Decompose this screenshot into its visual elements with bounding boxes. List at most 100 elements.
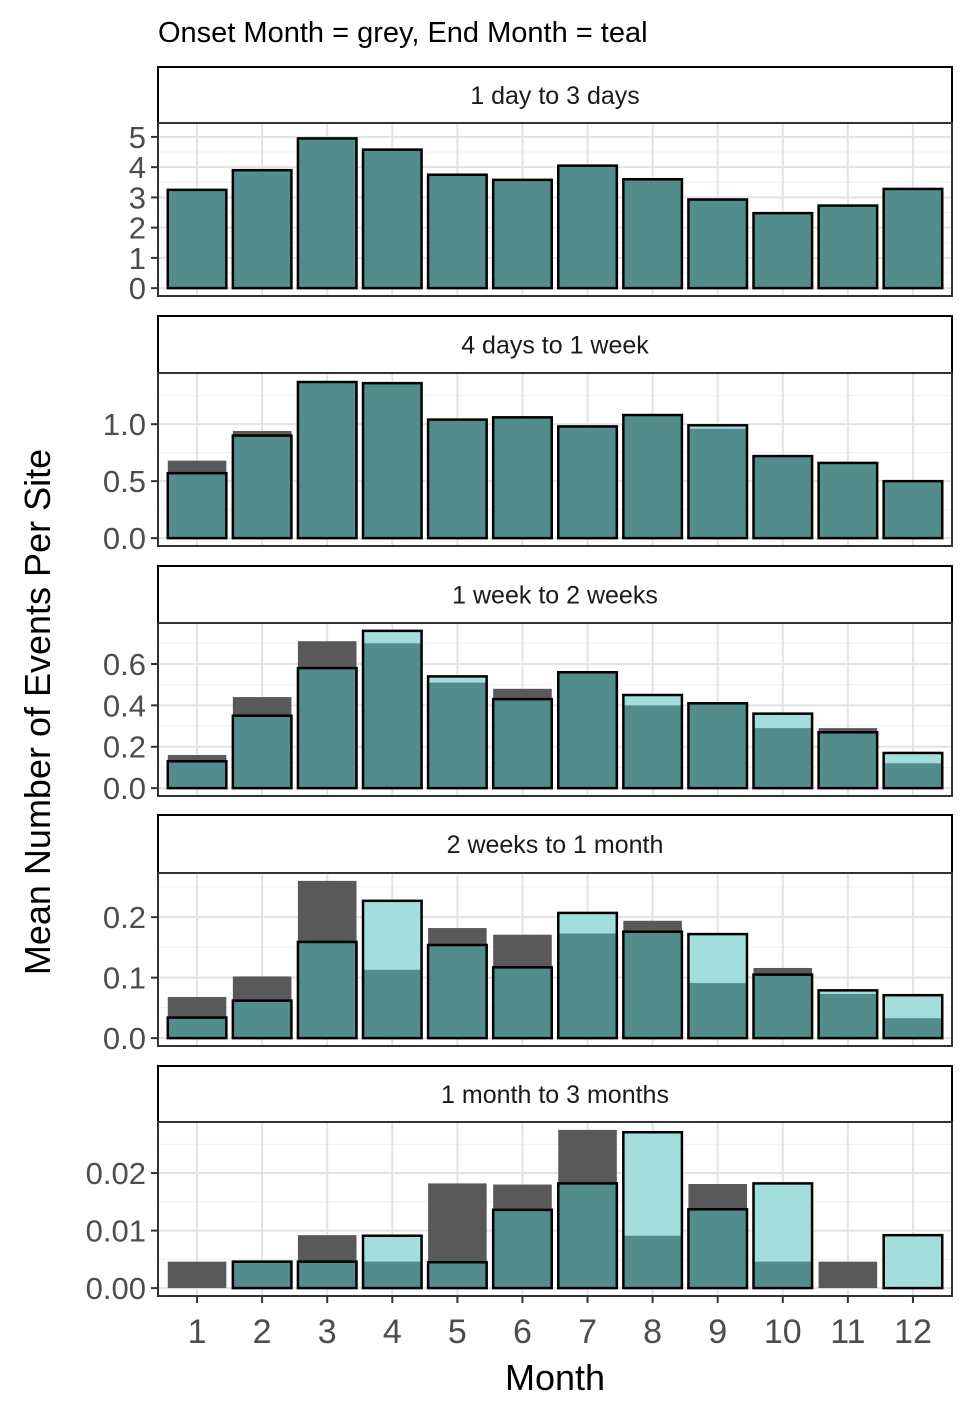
overlap-bar (818, 462, 878, 539)
overlap-bar (623, 705, 682, 789)
end-bar (491, 697, 553, 790)
overlap-bar (883, 482, 943, 539)
overlap-bar (883, 1018, 943, 1039)
end-bar (361, 381, 423, 540)
overlap-bar (493, 699, 552, 789)
end-bar (166, 1016, 228, 1040)
overlap-bar (167, 761, 227, 789)
end-bar (817, 204, 879, 290)
overlap-bar (623, 1235, 682, 1289)
panel-border (157, 622, 953, 797)
end-bar (426, 418, 488, 540)
y-tick-label: 0.2 (103, 730, 146, 765)
panel-border (157, 122, 953, 297)
overlap-bar (753, 728, 813, 789)
end-bar (752, 454, 814, 540)
x-tick-label: 1 (188, 1313, 207, 1351)
overlap-bar (167, 1017, 227, 1039)
end-bar (296, 940, 358, 1040)
facet-strip (157, 1065, 953, 1123)
x-tick-label: 10 (764, 1313, 802, 1351)
x-tick-label: 7 (578, 1313, 597, 1351)
end-bar (817, 731, 879, 790)
y-tick-label: 4 (129, 150, 146, 185)
end-bar (622, 930, 684, 1040)
end-bar (361, 1234, 423, 1290)
end-bar (557, 671, 619, 790)
overlap-bar (363, 969, 422, 1039)
overlap-bar (428, 174, 487, 289)
end-bar (752, 973, 814, 1040)
y-tick-label: 0.1 (103, 961, 146, 996)
overlap-bar (558, 165, 617, 289)
y-tick-label: 0.0 (103, 771, 146, 806)
overlap-bar (818, 993, 878, 1039)
end-bar (882, 1233, 944, 1290)
x-tick-label: 4 (383, 1313, 402, 1351)
panel-border (157, 1121, 953, 1297)
end-bar (296, 666, 358, 790)
end-bar (426, 1260, 488, 1290)
end-bar (622, 693, 684, 790)
overlap-bar (688, 703, 747, 789)
facet-strip (157, 66, 953, 124)
end-bar (687, 702, 749, 790)
facet-strip (157, 565, 953, 624)
end-bar (231, 999, 293, 1040)
end-bar (622, 178, 684, 290)
x-tick-label: 12 (894, 1313, 932, 1351)
end-bar (166, 471, 228, 540)
facet-strip-label: 1 month to 3 months (441, 1081, 669, 1109)
end-bar (817, 461, 879, 540)
overlap-bar (232, 715, 292, 789)
overlap-bar (297, 1261, 357, 1289)
overlap-bar (363, 149, 422, 289)
end-bar (361, 629, 423, 790)
overlap-bar (232, 1000, 292, 1039)
overlap-bar (428, 1262, 487, 1289)
end-bar (166, 759, 228, 790)
end-bar (166, 188, 228, 290)
overlap-bar (623, 931, 682, 1039)
y-tick-label: 0.00 (86, 1271, 146, 1306)
end-bar (296, 1260, 358, 1290)
overlap-bar (558, 426, 617, 539)
end-bar (231, 714, 293, 790)
overlap-bar (232, 435, 292, 539)
chart-subtitle: Onset Month = grey, End Month = teal (158, 17, 648, 49)
facet-strip (157, 315, 953, 374)
end-bar (491, 178, 553, 290)
overlap-bar (818, 205, 878, 289)
facet-strip-label: 4 days to 1 week (461, 332, 649, 360)
end-bar (687, 198, 749, 290)
overlap-bar (753, 457, 813, 539)
end-bar (622, 413, 684, 540)
y-tick-label: 0 (129, 271, 146, 306)
y-tick-label: 0.2 (103, 900, 146, 935)
overlap-bar (297, 941, 357, 1039)
overlap-bar (558, 933, 617, 1039)
facet-strip-label: 1 week to 2 weeks (452, 582, 658, 610)
overlap-bar (297, 138, 357, 289)
y-tick-label: 0.02 (86, 1156, 146, 1191)
end-bar (882, 187, 944, 290)
x-tick-label: 9 (708, 1313, 727, 1351)
x-axis: 1 2 3 4 5 6 7 8 9 10 11 12 (188, 1296, 932, 1351)
overlap-bar (883, 763, 943, 789)
end-bar (557, 425, 619, 540)
overlap-bar (428, 682, 487, 789)
overlap-bar (623, 415, 682, 539)
y-tick-label: 1 (129, 241, 146, 276)
end-bar (426, 173, 488, 290)
end-bar-excess (883, 1235, 943, 1289)
end-bar (882, 479, 944, 540)
y-tick-label: 0.5 (103, 464, 146, 499)
end-bar (752, 712, 814, 790)
onset-bar (167, 1261, 227, 1289)
end-bar (231, 168, 293, 290)
x-tick-label: 5 (448, 1313, 467, 1351)
overlap-bar (493, 967, 552, 1039)
x-tick-label: 3 (318, 1313, 337, 1351)
